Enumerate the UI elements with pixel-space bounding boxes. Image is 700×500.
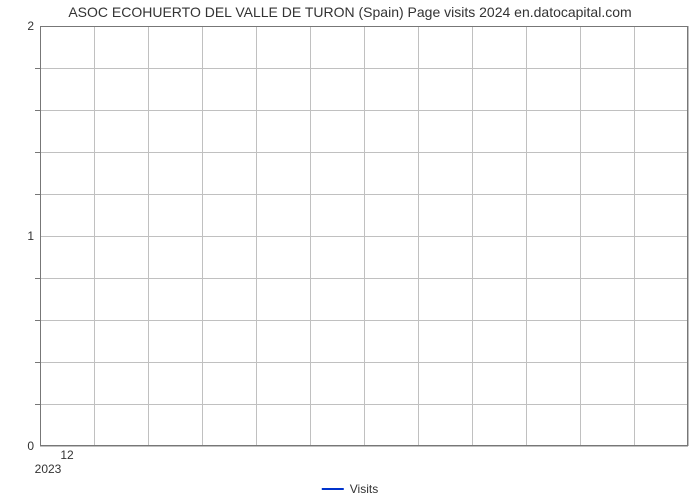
y-tick-label: 1 (27, 229, 34, 243)
chart-title: ASOC ECOHUERTO DEL VALLE DE TURON (Spain… (0, 4, 700, 20)
x-tick-label: 12 (60, 448, 73, 462)
y-tick-label: 2 (27, 19, 34, 33)
y-tick-label: 0 (27, 439, 34, 453)
plot-area: 012 122023 (40, 26, 688, 446)
legend: Visits (322, 482, 378, 496)
legend-label: Visits (350, 482, 378, 496)
legend-line-icon (322, 488, 344, 490)
x-year-label: 2023 (35, 462, 62, 476)
